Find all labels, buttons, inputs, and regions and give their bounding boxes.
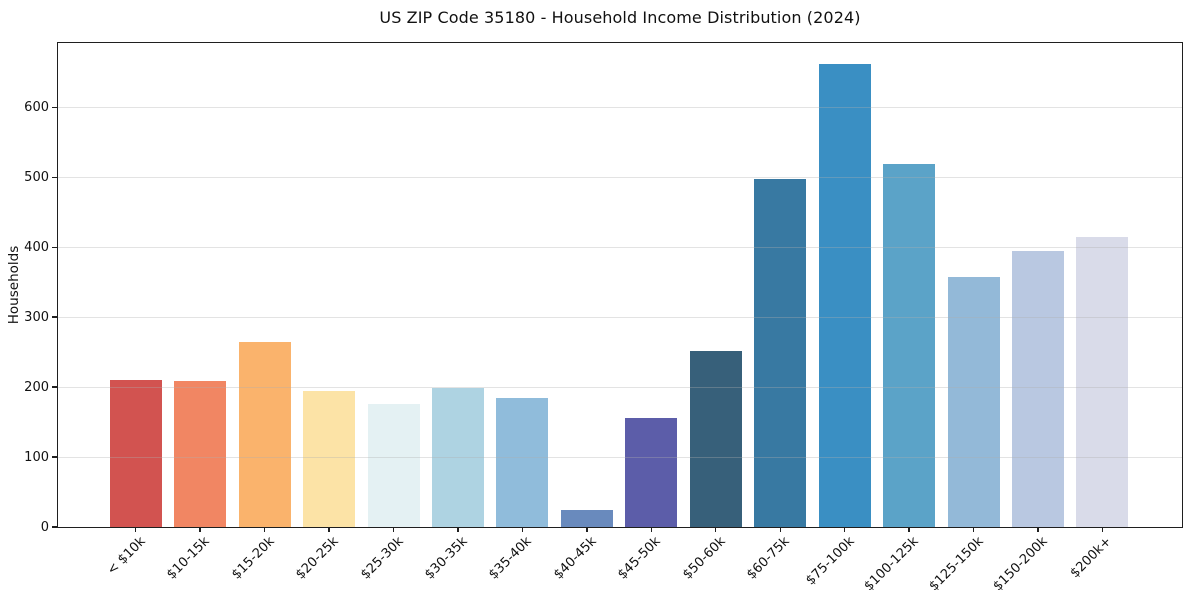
x-tick-mark: [328, 527, 330, 532]
y-tick-mark: [52, 456, 57, 458]
x-tick-mark: [392, 527, 395, 532]
x-tick-mark: [1101, 527, 1104, 532]
x-tick-mark: [263, 527, 266, 532]
x-tick-label: < $10k: [104, 534, 149, 579]
gridline-600: [58, 106, 1182, 108]
gridline-300: [58, 316, 1182, 318]
y-tick-label: 600: [24, 99, 49, 115]
bar: [560, 510, 613, 527]
x-tick-mark: [457, 527, 459, 532]
y-tick-label: 400: [24, 239, 49, 255]
plot-area: [57, 42, 1183, 528]
bar: [496, 397, 549, 527]
gridline-500: [58, 176, 1182, 178]
bar: [818, 63, 871, 527]
bar: [238, 342, 291, 527]
y-tick-mark: [52, 176, 57, 178]
y-tick-label: 500: [24, 169, 49, 185]
x-tick-mark: [199, 527, 201, 532]
bar: [1076, 237, 1129, 527]
chart-title: US ZIP Code 35180 - Household Income Dis…: [379, 8, 861, 27]
gridline-400: [58, 246, 1182, 248]
x-tick-mark: [521, 527, 524, 532]
bar: [1012, 251, 1064, 527]
bar: [367, 403, 420, 527]
y-tick-label: 100: [24, 449, 49, 465]
x-tick-mark: [715, 527, 717, 532]
x-tick-mark: [1037, 527, 1039, 532]
y-tick-label: 300: [24, 309, 49, 325]
x-tick-mark: [779, 527, 781, 532]
bar: [883, 164, 936, 527]
gridline-200: [58, 386, 1182, 388]
bar: [109, 380, 162, 527]
bar: [174, 380, 227, 527]
y-tick-mark: [52, 106, 57, 109]
gridline-100: [58, 456, 1182, 458]
y-tick-mark: [52, 316, 57, 318]
bar: [431, 387, 484, 527]
y-tick-mark: [52, 246, 57, 248]
y-tick-mark: [52, 526, 57, 528]
bar: [754, 179, 807, 527]
y-tick-mark: [52, 386, 57, 388]
bar: [303, 390, 356, 527]
x-tick-mark: [972, 527, 975, 532]
x-tick-mark: [908, 527, 910, 532]
x-tick-mark: [135, 527, 137, 532]
y-tick-label: 200: [24, 379, 49, 395]
y-tick-label: 0: [40, 519, 49, 535]
bar: [947, 276, 1000, 527]
bar: [625, 417, 678, 527]
x-tick-mark: [843, 527, 846, 532]
bar: [689, 351, 742, 527]
x-tick-mark: [586, 527, 588, 532]
x-tick-mark: [650, 527, 652, 532]
